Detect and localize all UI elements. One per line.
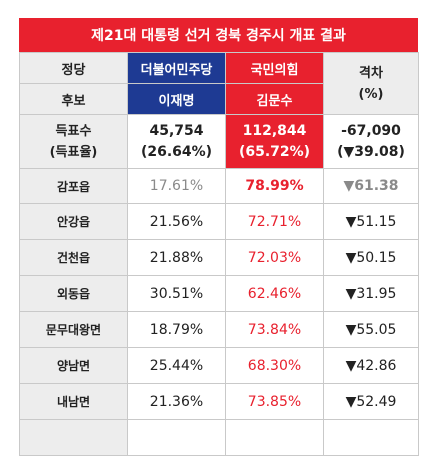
dem-total-votes: 45,754 xyxy=(149,122,204,139)
candidate-row: 후보 이재명 김문수 xyxy=(19,83,419,115)
dem-rate: 30.51% xyxy=(127,275,226,312)
total-label-votes: 득표수 xyxy=(55,123,92,139)
district-name-empty xyxy=(19,419,128,456)
district-name: 외동읍 xyxy=(19,275,128,312)
total-label: 득표수 (득표율) xyxy=(19,114,128,169)
gap-total-votes: -67,090 xyxy=(341,122,401,139)
ppp-rate: 72.03% xyxy=(225,239,324,276)
gap-total: -67,090 (▼39.08) xyxy=(323,114,419,169)
dem-total-rate: (26.64%) xyxy=(140,143,213,160)
gap-value: ▼50.15 xyxy=(323,239,419,276)
ppp-total: 112,844 (65.72%) xyxy=(225,114,324,169)
gap-value: ▼61.38 xyxy=(323,168,419,204)
ppp-rate: 73.85% xyxy=(225,383,324,420)
gap-value: ▼55.05 xyxy=(323,311,419,348)
party-row: 정당 더불어민주당 국민의힘 격차 (%) xyxy=(19,52,419,115)
district-name: 감포읍 xyxy=(19,168,128,204)
gap-unit: (%) xyxy=(358,86,384,102)
ppp-candidate-name: 김문수 xyxy=(225,83,324,115)
district-name: 양남면 xyxy=(19,347,128,384)
dem-total: 45,754 (26.64%) xyxy=(127,114,226,169)
dem-rate: 21.88% xyxy=(127,239,226,276)
results-table: 정당 더불어민주당 국민의힘 격차 (%) 후보 이재명 김문수 득표수 (득표… xyxy=(19,52,419,456)
table-row: 감포읍 17.61% 78.99% ▼61.38 xyxy=(19,168,419,204)
gap-value: ▼31.95 xyxy=(323,275,419,312)
table-row: 건천읍 21.88% 72.03% ▼50.15 xyxy=(19,239,419,276)
ppp-rate: 62.46% xyxy=(225,275,324,312)
table-row: 내남면 21.36% 73.85% ▼52.49 xyxy=(19,383,419,420)
district-name: 안강읍 xyxy=(19,203,128,240)
gap-header: 격차 (%) xyxy=(323,52,419,115)
dem-rate: 18.79% xyxy=(127,311,226,348)
district-name: 문무대왕면 xyxy=(19,311,128,348)
ppp-total-rate: (65.72%) xyxy=(238,143,311,160)
table-row: 외동읍 30.51% 62.46% ▼31.95 xyxy=(19,275,419,312)
ppp-rate-empty xyxy=(225,419,324,456)
table-row: 양남면 25.44% 68.30% ▼42.86 xyxy=(19,347,419,384)
gap-total-rate: (▼39.08) xyxy=(337,143,405,160)
total-row: 득표수 (득표율) 45,754 (26.64%) 112,844 (65.72… xyxy=(19,114,419,169)
ppp-rate: 73.84% xyxy=(225,311,324,348)
table-row: 안강읍 21.56% 72.71% ▼51.15 xyxy=(19,203,419,240)
dem-rate: 17.61% xyxy=(127,168,226,204)
gap-label: 격차 xyxy=(359,65,383,81)
district-name: 건천읍 xyxy=(19,239,128,276)
table-row-partial xyxy=(19,419,419,456)
gap-value: ▼51.15 xyxy=(323,203,419,240)
ppp-rate: 68.30% xyxy=(225,347,324,384)
dem-rate: 21.56% xyxy=(127,203,226,240)
gap-value: ▼52.49 xyxy=(323,383,419,420)
gap-value: ▼42.86 xyxy=(323,347,419,384)
dem-rate: 25.44% xyxy=(127,347,226,384)
dem-party-name: 더불어민주당 xyxy=(127,52,226,84)
table-row: 문무대왕면 18.79% 73.84% ▼55.05 xyxy=(19,311,419,348)
dem-candidate-name: 이재명 xyxy=(127,83,226,115)
ppp-party-name: 국민의힘 xyxy=(225,52,324,84)
dem-rate: 21.36% xyxy=(127,383,226,420)
gap-value-empty xyxy=(323,419,419,456)
total-label-rate: (득표율) xyxy=(49,144,98,160)
table-title: 제21대 대통령 선거 경북 경주시 개표 결과 xyxy=(19,18,418,52)
district-name: 내남면 xyxy=(19,383,128,420)
ppp-total-votes: 112,844 xyxy=(242,122,307,139)
party-label: 정당 xyxy=(19,52,128,84)
candidate-label: 후보 xyxy=(19,83,128,115)
dem-rate-empty xyxy=(127,419,226,456)
ppp-rate: 78.99% xyxy=(225,168,324,204)
ppp-rate: 72.71% xyxy=(225,203,324,240)
